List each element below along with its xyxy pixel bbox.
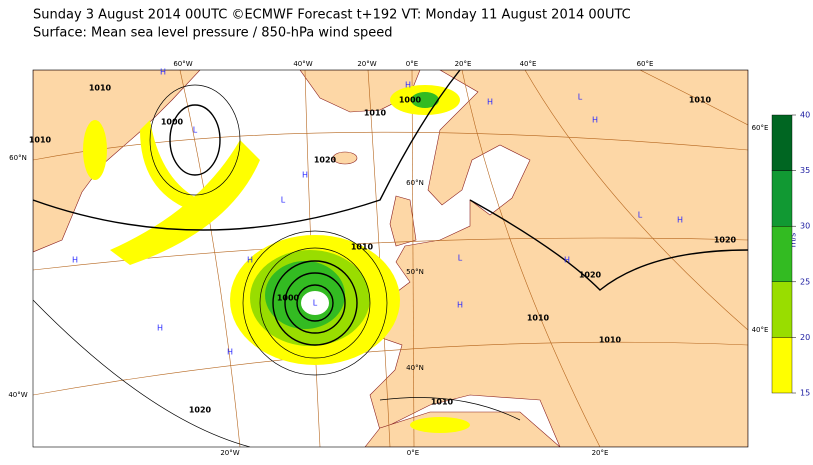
colorbar-segment bbox=[771, 281, 793, 338]
isobars bbox=[33, 70, 748, 447]
colorbar: m/s 15 20 25 30 35 40 bbox=[771, 111, 810, 398]
pressure-center: H bbox=[457, 301, 463, 310]
pressure-center: L bbox=[638, 211, 643, 220]
colorbar-segment bbox=[771, 225, 793, 282]
pressure-center: H bbox=[157, 324, 163, 333]
colorbar-segment bbox=[771, 170, 793, 227]
graticule-label: 60°E bbox=[752, 124, 769, 132]
graticule-label: 0°E bbox=[407, 449, 419, 457]
colorbar-segment bbox=[771, 114, 793, 171]
graticule-label: 60°N bbox=[9, 154, 27, 162]
pressure-center: H bbox=[247, 256, 253, 265]
pressure-center: L bbox=[458, 254, 463, 263]
graticule-label: 20°E bbox=[592, 449, 609, 457]
pressure-center: H bbox=[677, 216, 683, 225]
colorbar-unit: m/s bbox=[789, 233, 798, 248]
graticule-label: 40°W bbox=[8, 391, 27, 399]
colorbar-tick-label: 35 bbox=[800, 166, 810, 175]
graticule-label: 60°N bbox=[406, 179, 424, 187]
subtitle: Surface: Mean sea level pressure / 850-h… bbox=[33, 26, 393, 41]
isobar-label: 1010 bbox=[29, 136, 52, 145]
map-frame bbox=[32, 69, 749, 448]
wind-shading bbox=[83, 85, 470, 433]
isobar-label: 1020 bbox=[314, 156, 337, 165]
pressure-center: L bbox=[281, 196, 286, 205]
isobar-label: 1000 bbox=[277, 294, 300, 303]
pressure-center: H bbox=[227, 348, 233, 357]
graticule-label: 50°N bbox=[406, 268, 424, 276]
graticule-label: 20°W bbox=[220, 449, 239, 457]
isobar-label: 1010 bbox=[431, 398, 454, 407]
graticule-label: 20°W bbox=[357, 60, 376, 68]
isobar-label: 1020 bbox=[579, 271, 602, 280]
isobar-label: 1010 bbox=[89, 84, 112, 93]
title: Sunday 3 August 2014 00UTC ©ECMWF Foreca… bbox=[33, 8, 631, 23]
colorbar-tick-label: 20 bbox=[800, 333, 810, 342]
graticule-label: 20°E bbox=[455, 60, 472, 68]
graticule-label: 60°W bbox=[173, 60, 192, 68]
graticule-label: 60°E bbox=[637, 60, 654, 68]
pressure-center: L bbox=[193, 126, 198, 135]
isobar-label: 1000 bbox=[161, 118, 184, 127]
colorbar-tick-label: 40 bbox=[800, 111, 810, 120]
isobar-label: 1010 bbox=[689, 96, 712, 105]
pressure-center: H bbox=[405, 81, 411, 90]
pressure-center: L bbox=[578, 93, 583, 102]
map bbox=[32, 69, 749, 448]
pressure-center: H bbox=[487, 98, 493, 107]
isobar-label: 1020 bbox=[714, 236, 737, 245]
graticule-label: 40°E bbox=[520, 60, 537, 68]
pressure-center: H bbox=[160, 68, 166, 77]
graticule bbox=[33, 70, 748, 447]
colorbar-tick-label: 30 bbox=[800, 222, 810, 231]
pressure-center: H bbox=[72, 256, 78, 265]
pressure-center: H bbox=[564, 256, 570, 265]
colorbar-segment bbox=[771, 337, 793, 394]
isobar-label: 1020 bbox=[189, 406, 212, 415]
graticule-label: 0°E bbox=[406, 60, 418, 68]
colorbar-tick-label: 15 bbox=[800, 389, 810, 398]
isobar-label: 1010 bbox=[599, 336, 622, 345]
colorbar-tick-label: 25 bbox=[800, 277, 810, 286]
pressure-center: L bbox=[313, 299, 318, 308]
graticule-label: 40°E bbox=[752, 326, 769, 334]
graticule-label: 40°W bbox=[293, 60, 312, 68]
isobar-label: 1000 bbox=[399, 96, 422, 105]
pressure-center: H bbox=[592, 116, 598, 125]
isobar-label: 1010 bbox=[527, 314, 550, 323]
graticule-label: 40°N bbox=[406, 364, 424, 372]
pressure-center: H bbox=[302, 171, 308, 180]
isobar-label: 1010 bbox=[351, 243, 374, 252]
land bbox=[33, 70, 748, 447]
isobar-label: 1010 bbox=[364, 109, 387, 118]
